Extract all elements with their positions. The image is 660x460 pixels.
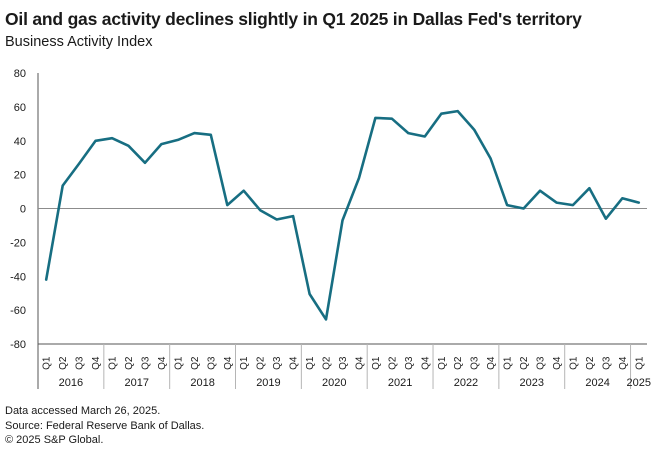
y-tick-label: -60 [10, 305, 26, 317]
x-quarter-label: Q3 [272, 356, 283, 370]
x-quarter-label: Q2 [124, 356, 135, 370]
x-year-label: 2016 [59, 377, 83, 389]
x-quarter-label: Q4 [157, 356, 168, 370]
x-quarter-label: Q2 [519, 356, 530, 370]
x-quarter-label: Q3 [206, 356, 217, 370]
x-quarter-label: Q2 [58, 356, 69, 370]
x-quarter-label: Q1 [173, 356, 184, 370]
y-tick-label: 20 [14, 170, 26, 182]
x-quarter-label: Q2 [387, 356, 398, 370]
x-quarter-label: Q1 [437, 356, 448, 370]
x-year-label: 2024 [585, 377, 609, 389]
x-year-label: 2020 [322, 377, 346, 389]
x-quarter-label: Q3 [601, 356, 612, 370]
x-quarter-label: Q4 [420, 356, 431, 370]
x-year-label: 2018 [190, 377, 214, 389]
footer-source: Source: Federal Reserve Bank of Dallas. [5, 419, 205, 432]
x-quarter-label: Q2 [190, 356, 201, 370]
x-quarter-label: Q1 [634, 356, 645, 370]
x-quarter-label: Q3 [404, 356, 415, 370]
y-tick-label: -20 [10, 237, 26, 249]
chart-title: Oil and gas activity declines slightly i… [5, 9, 582, 29]
x-quarter-label: Q4 [486, 356, 497, 370]
x-year-label: 2017 [125, 377, 149, 389]
y-tick-label: 40 [14, 136, 26, 148]
x-quarter-label: Q4 [618, 356, 629, 370]
y-tick-label: -80 [10, 339, 26, 351]
x-quarter-label: Q3 [536, 356, 547, 370]
x-quarter-label: Q1 [42, 356, 53, 370]
y-tick-label: 80 [14, 68, 26, 80]
x-year-label: 2022 [454, 377, 478, 389]
y-tick-label: -40 [10, 271, 26, 283]
series-group [44, 109, 641, 321]
x-quarter-label: Q4 [223, 356, 234, 370]
x-quarter-label: Q1 [503, 356, 514, 370]
y-tick-label: 60 [14, 102, 26, 114]
y-axis: 80 60 40 20 0 -20 -40 -60 -80 [10, 68, 39, 389]
series-line [44, 109, 641, 321]
x-quarter-label: Q2 [453, 356, 464, 370]
x-quarter-label: Q3 [470, 356, 481, 370]
x-quarter-label: Q1 [305, 356, 316, 370]
x-quarter-label: Q1 [108, 356, 119, 370]
x-quarter-label: Q1 [239, 356, 250, 370]
x-quarter-label: Q1 [371, 356, 382, 370]
x-quarter-label: Q2 [256, 356, 267, 370]
x-quarter-label: Q3 [338, 356, 349, 370]
x-quarter-label: Q3 [75, 356, 86, 370]
footer-data-accessed: Data accessed March 26, 2025. [5, 405, 161, 417]
x-year-label: 2021 [388, 377, 412, 389]
x-year-label: 2023 [520, 377, 544, 389]
x-quarter-label: Q4 [91, 356, 102, 370]
x-quarter-label: Q1 [568, 356, 579, 370]
x-quarter-label: Q4 [289, 356, 300, 370]
x-quarter-label: Q4 [552, 356, 563, 370]
x-axis: Q1 Q2 Q3 Q4 Q1 Q2 Q3 Q4 Q1 Q2 Q3 Q4 Q1 Q2 Q3 Q4 Q1 Q2 Q3 Q4… [38, 343, 651, 389]
x-quarter-label: Q2 [585, 356, 596, 370]
chart-footer: Data accessed March 26, 2025. Source: Fe… [5, 404, 204, 448]
footer-copyright: © 2025 S&P Global. [5, 434, 104, 446]
x-quarter-label: Q3 [140, 356, 151, 370]
x-quarter-label: Q4 [354, 356, 365, 370]
y-tick-label: 0 [20, 204, 26, 216]
x-year-label: 2019 [256, 377, 280, 389]
chart-subtitle: Business Activity Index [5, 34, 153, 50]
x-quarter-label: Q2 [322, 356, 333, 370]
x-year-label: 2025 [627, 377, 651, 389]
